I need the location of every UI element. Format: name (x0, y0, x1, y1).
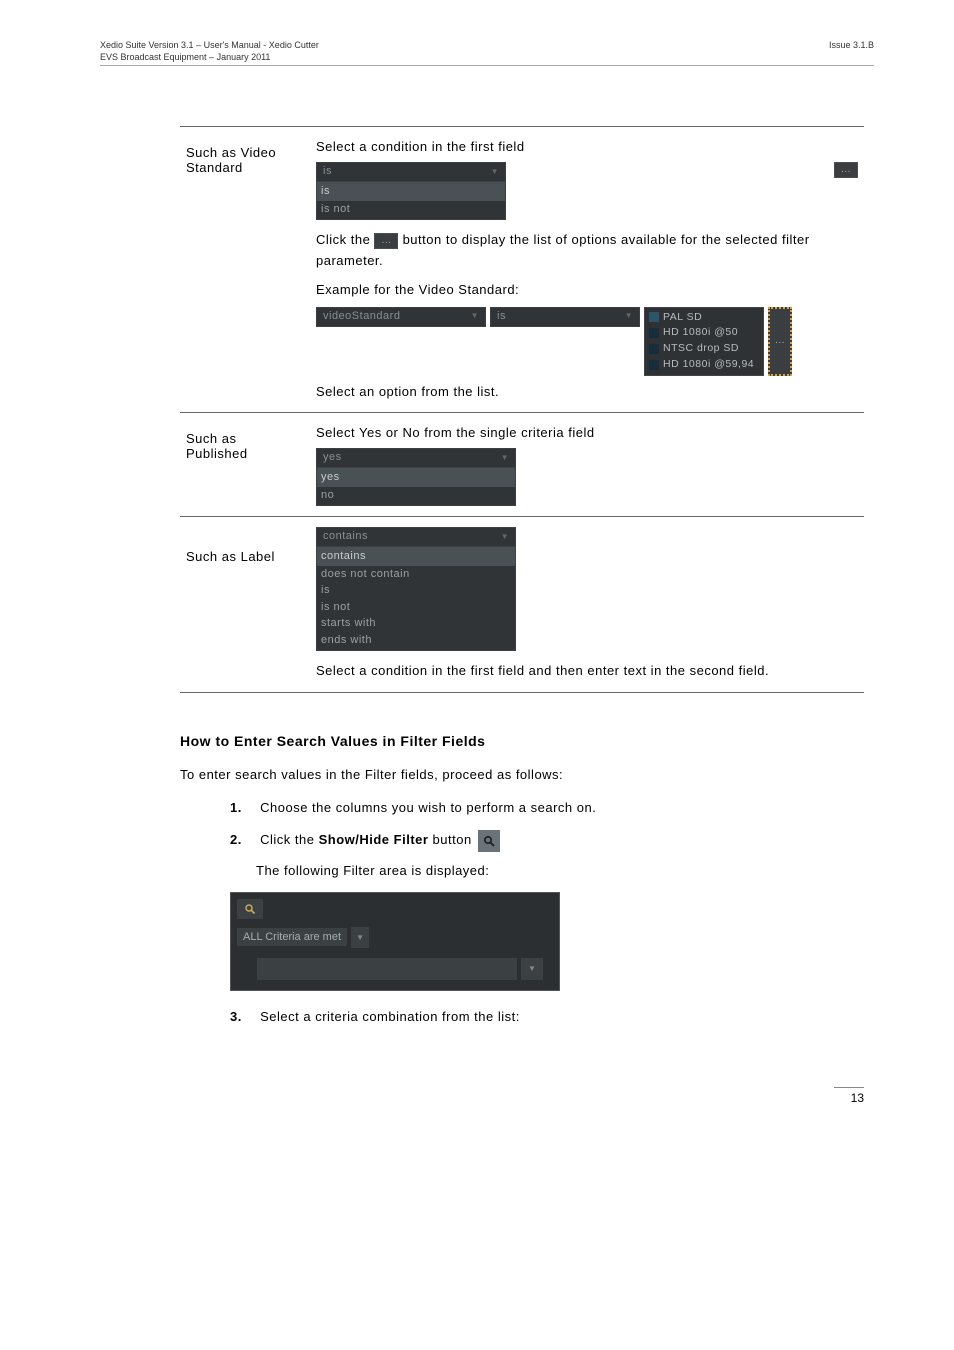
field-name-value: videoStandard (323, 308, 400, 326)
label-condition-value: contains (323, 528, 368, 546)
criteria-combination-dropdown[interactable]: ALL Criteria are met (237, 928, 347, 946)
options-button-highlighted[interactable]: ... (768, 307, 792, 376)
page-header: Xedio Suite Version 3.1 – User's Manual … (100, 40, 874, 66)
published-label-1: Such as (186, 431, 304, 446)
click-instruction: Click the ... button to display the list… (316, 230, 858, 272)
published-option-yes[interactable]: yes (317, 468, 515, 487)
condition-dropdown[interactable]: is ▼ (316, 162, 506, 182)
criteria-combination-value: ALL Criteria are met (243, 931, 341, 943)
step2-number: 2. (230, 828, 256, 853)
condition-option-isnot[interactable]: is not (321, 203, 350, 215)
howto-heading: How to Enter Search Values in Filter Fie… (180, 733, 864, 749)
filter-examples-table: Such as Video Standard Select a conditio… (180, 126, 864, 693)
magnifier-icon (482, 834, 496, 848)
condition-dropdown-list[interactable]: is is not (316, 181, 506, 220)
filter-area-panel: ALL Criteria are met ▼ ▼ (230, 892, 560, 991)
step1-text: Choose the columns you wish to perform a… (260, 800, 596, 815)
step3-number: 3. (230, 1005, 256, 1030)
filter-field-arrow[interactable]: ▼ (521, 958, 543, 980)
video-standard-options[interactable]: PAL SD HD 1080i @50 NTSC drop SD HD 1080… (644, 307, 764, 376)
magnifier-icon (243, 902, 257, 916)
chevron-down-icon: ▼ (615, 310, 633, 323)
step2-post: button (428, 832, 475, 847)
label-opt-contains[interactable]: contains (317, 547, 515, 566)
published-dropdown[interactable]: yes ▼ (316, 448, 516, 468)
step2-line2: The following Filter area is displayed: (256, 859, 864, 884)
option-hd59[interactable]: HD 1080i @59,94 (663, 357, 754, 373)
options-button[interactable]: ... (834, 162, 858, 178)
show-hide-filter-button[interactable] (478, 830, 500, 852)
criteria-dropdown-arrow[interactable]: ▼ (351, 927, 369, 948)
option-palsd[interactable]: PAL SD (663, 310, 702, 326)
chevron-down-icon: ▼ (491, 452, 509, 465)
label-opt-ends[interactable]: ends with (321, 634, 372, 646)
select-option-text: Select an option from the list. (316, 382, 858, 403)
published-dropdown-list[interactable]: yes no (316, 467, 516, 506)
field-cond-value: is (497, 308, 506, 326)
filter-field-dropdown[interactable] (257, 958, 517, 980)
published-option-no[interactable]: no (321, 489, 334, 501)
step2-pre: Click the (260, 832, 318, 847)
step2-mid: Show/Hide Filter (319, 832, 429, 847)
condition-dropdown-value: is (323, 163, 332, 181)
option-hd50[interactable]: HD 1080i @50 (663, 325, 738, 341)
label-condition-list[interactable]: contains does not contain is is not star… (316, 546, 516, 651)
chevron-down-icon: ▼ (461, 310, 479, 323)
company-date: EVS Broadcast Equipment – January 2011 (100, 52, 319, 64)
published-dropdown-value: yes (323, 449, 342, 467)
published-intro: Select Yes or No from the single criteri… (316, 423, 858, 444)
option-ntsc[interactable]: NTSC drop SD (663, 341, 739, 357)
page-number: 13 (834, 1087, 864, 1105)
label-opt-starts[interactable]: starts with (321, 617, 376, 629)
example-caption: Example for the Video Standard: (316, 280, 858, 301)
label-filter-label: Such as Label (186, 549, 304, 564)
label-opt-is[interactable]: is (321, 584, 330, 596)
header-left: Xedio Suite Version 3.1 – User's Manual … (100, 40, 319, 63)
chevron-down-icon: ▼ (491, 531, 509, 544)
swatch-hd59 (649, 360, 659, 370)
product-title: Xedio Suite Version 3.1 – User's Manual … (100, 40, 319, 52)
howto-intro: To enter search values in the Filter fie… (180, 763, 864, 788)
video-std-label-2: Standard (186, 160, 304, 175)
label-after-text: Select a condition in the first field an… (316, 661, 858, 682)
swatch-palsd (649, 312, 659, 322)
filter-tab-button[interactable] (237, 899, 263, 919)
label-opt-dnc[interactable]: does not contain (321, 568, 410, 580)
field-name-dropdown[interactable]: videoStandard ▼ (316, 307, 486, 327)
step1-number: 1. (230, 796, 256, 821)
label-condition-dropdown[interactable]: contains ▼ (316, 527, 516, 547)
video-std-label-1: Such as Video (186, 145, 304, 160)
options-button-inline[interactable]: ... (374, 233, 398, 249)
issue-number: Issue 3.1.B (829, 40, 874, 63)
label-opt-isnot[interactable]: is not (321, 601, 350, 613)
swatch-ntsc (649, 344, 659, 354)
chevron-down-icon: ▼ (481, 166, 499, 179)
swatch-hd50 (649, 328, 659, 338)
field-cond-dropdown[interactable]: is ▼ (490, 307, 640, 327)
published-label-2: Published (186, 446, 304, 461)
step3-text: Select a criteria combination from the l… (260, 1009, 520, 1024)
condition-option-is[interactable]: is (317, 182, 505, 201)
video-std-intro: Select a condition in the first field (316, 137, 858, 158)
